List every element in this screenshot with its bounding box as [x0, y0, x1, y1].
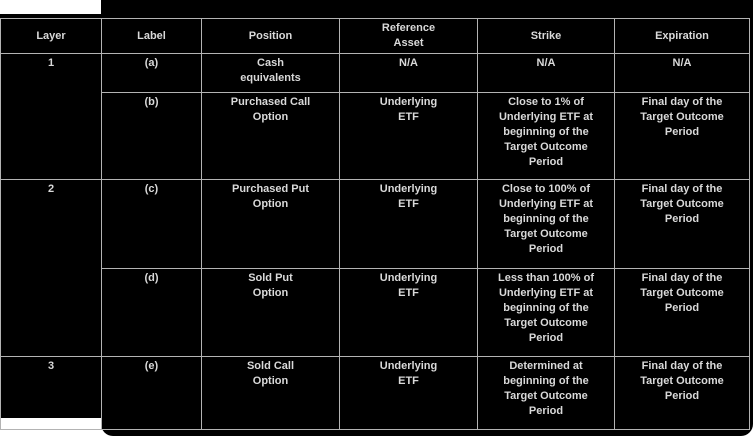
cell-label-c: (c)	[101, 179, 202, 269]
cell-strike-b: Close to 1% of Underlying ETF at beginni…	[477, 92, 615, 180]
table-row: (b) Purchased Call Option Underlying ETF…	[1, 92, 750, 180]
cell-layer-1: 1	[0, 53, 102, 180]
col-header-position: Position	[201, 18, 340, 54]
layers-table: Layer Label Position Reference Asset Str…	[0, 18, 750, 430]
cell-layer-3: 3	[0, 356, 102, 430]
col-header-expiration: Expiration	[614, 18, 750, 54]
cell-strike-c: Close to 100% of Underlying ETF at begin…	[477, 179, 615, 269]
cell-position-d: Sold Put Option	[201, 268, 340, 357]
col-header-strike: Strike	[477, 18, 615, 54]
cell-reference-asset-b: Underlying ETF	[339, 92, 478, 180]
cell-expiration-e: Final day of the Target Outcome Period	[614, 356, 750, 430]
cell-reference-asset-d: Underlying ETF	[339, 268, 478, 357]
cell-expiration-c: Final day of the Target Outcome Period	[614, 179, 750, 269]
table-row: 1 (a) Cash equivalents N/A N/A N/A	[0, 53, 750, 180]
cell-label-e: (e)	[101, 356, 202, 430]
col-header-layer: Layer	[0, 18, 102, 54]
cell-position-c: Purchased Put Option	[201, 179, 340, 269]
cell-expiration-d: Final day of the Target Outcome Period	[614, 268, 750, 357]
cell-position-b: Purchased Call Option	[201, 92, 340, 180]
table-row: 3 (e) Sold Call Option Underlying ETF De…	[0, 356, 750, 430]
table-row: (d) Sold Put Option Underlying ETF Less …	[1, 268, 750, 357]
cell-strike-d: Less than 100% of Underlying ETF at begi…	[477, 268, 615, 357]
col-header-reference-asset: Reference Asset	[339, 18, 478, 54]
cell-reference-asset-e: Underlying ETF	[339, 356, 478, 430]
cell-position-a: Cash equivalents	[201, 53, 340, 93]
cell-reference-asset-c: Underlying ETF	[339, 179, 478, 269]
cell-label-a: (a)	[101, 53, 202, 93]
cell-strike-a: N/A	[477, 53, 615, 93]
col-header-label: Label	[101, 18, 202, 54]
cell-layer-2: 2	[0, 179, 102, 357]
cell-label-d: (d)	[101, 268, 202, 357]
cell-position-e: Sold Call Option	[201, 356, 340, 430]
cell-expiration-a: N/A	[614, 53, 750, 93]
cell-reference-asset-a: N/A	[339, 53, 478, 93]
cell-expiration-b: Final day of the Target Outcome Period	[614, 92, 750, 180]
table-row: 2 (c) Purchased Put Option Underlying ET…	[0, 179, 750, 357]
header-row: Layer Label Position Reference Asset Str…	[0, 18, 750, 54]
cell-label-b: (b)	[101, 92, 202, 180]
cell-strike-e: Determined at beginning of the Target Ou…	[477, 356, 615, 430]
